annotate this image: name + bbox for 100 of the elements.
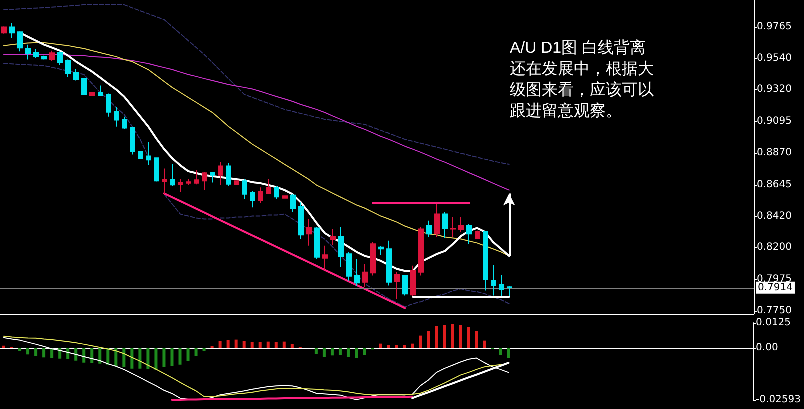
candlestick xyxy=(202,172,207,191)
y-tick-label: 0.7750 xyxy=(757,306,792,316)
candlestick xyxy=(226,163,231,187)
y-tick-label: 0.8645 xyxy=(757,179,792,190)
candlestick xyxy=(434,204,440,238)
y-tick-label: 0.9095 xyxy=(757,116,792,127)
candlestick xyxy=(81,78,87,96)
y-tick-label: 0.8420 xyxy=(757,211,792,222)
bar xyxy=(322,348,326,358)
y-tick-label: 0.9320 xyxy=(757,84,792,96)
bar xyxy=(26,348,30,355)
bar xyxy=(34,348,38,356)
candlestick xyxy=(130,127,135,156)
candlestick xyxy=(386,240,392,286)
candlestick xyxy=(17,31,23,52)
candlestick xyxy=(507,286,512,297)
bar xyxy=(330,348,334,356)
bar xyxy=(483,340,486,348)
bar xyxy=(74,348,78,361)
bar xyxy=(130,348,134,369)
candlestick xyxy=(162,168,167,195)
bar xyxy=(18,348,22,352)
bar xyxy=(354,348,358,358)
candlestick xyxy=(146,142,151,166)
candlestick xyxy=(242,178,247,200)
candlestick xyxy=(98,85,103,96)
candlestick xyxy=(298,202,304,240)
bar xyxy=(290,344,294,348)
candlestick xyxy=(450,217,456,238)
bar xyxy=(451,324,454,348)
candlestick xyxy=(114,106,119,128)
candlestick xyxy=(362,264,368,288)
candlestick xyxy=(354,258,360,287)
bar xyxy=(66,348,70,360)
candlestick xyxy=(65,59,71,78)
bar xyxy=(122,348,126,368)
candlestick xyxy=(9,22,15,39)
bar xyxy=(138,348,142,369)
bar xyxy=(42,348,46,358)
bar xyxy=(363,348,366,356)
candlestick xyxy=(33,48,39,60)
candlestick xyxy=(370,242,376,276)
y-tick-label: -0.02593 xyxy=(756,394,802,406)
candlestick xyxy=(186,178,191,186)
bar xyxy=(98,348,102,364)
bar xyxy=(499,348,502,356)
candlestick xyxy=(426,220,432,238)
candlestick xyxy=(194,170,199,186)
bar xyxy=(346,348,350,358)
candlestick xyxy=(346,252,352,282)
candlestick xyxy=(57,51,63,66)
candlestick xyxy=(483,231,488,292)
bar xyxy=(194,348,198,356)
bar xyxy=(435,326,438,348)
bar xyxy=(387,345,390,348)
candlestick xyxy=(178,178,183,193)
bar xyxy=(114,348,118,366)
candlestick xyxy=(1,26,7,34)
candlestick xyxy=(138,151,143,160)
y-tick-label: 0.8870 xyxy=(757,148,792,159)
candlestick xyxy=(73,68,79,82)
bar xyxy=(186,348,190,362)
bar xyxy=(459,325,462,348)
candlestick xyxy=(234,180,239,186)
bar xyxy=(58,348,62,359)
y-tick-label: 0.0125 xyxy=(756,318,792,328)
candlestick xyxy=(210,172,215,184)
bar xyxy=(146,348,150,370)
bar xyxy=(419,336,422,348)
y-tick-label: 0.9765 xyxy=(757,21,792,32)
bar xyxy=(178,348,182,365)
candlestick xyxy=(394,272,400,300)
line-series xyxy=(4,54,510,191)
candlestick xyxy=(290,194,296,213)
candlestick xyxy=(410,265,416,297)
candlestick xyxy=(475,230,480,240)
candlestick xyxy=(250,190,255,208)
candlestick xyxy=(170,164,175,187)
bar xyxy=(427,331,430,348)
bar xyxy=(90,348,94,364)
candlestick xyxy=(322,245,328,270)
candlestick xyxy=(266,178,271,195)
bar xyxy=(411,344,414,348)
candlestick xyxy=(106,93,111,118)
bar xyxy=(443,325,446,348)
candlestick xyxy=(49,50,55,62)
bar xyxy=(314,348,318,354)
candlestick xyxy=(154,157,159,182)
bar xyxy=(395,345,398,348)
bar xyxy=(170,348,174,366)
bar xyxy=(282,342,286,348)
candlestick xyxy=(402,274,408,296)
line-series xyxy=(4,4,510,166)
candlestick xyxy=(466,224,472,245)
candlestick xyxy=(378,246,384,256)
candlestick xyxy=(306,218,312,246)
bar xyxy=(338,348,342,356)
bar xyxy=(507,348,510,358)
line-series xyxy=(163,192,406,310)
candlestick xyxy=(458,217,464,233)
